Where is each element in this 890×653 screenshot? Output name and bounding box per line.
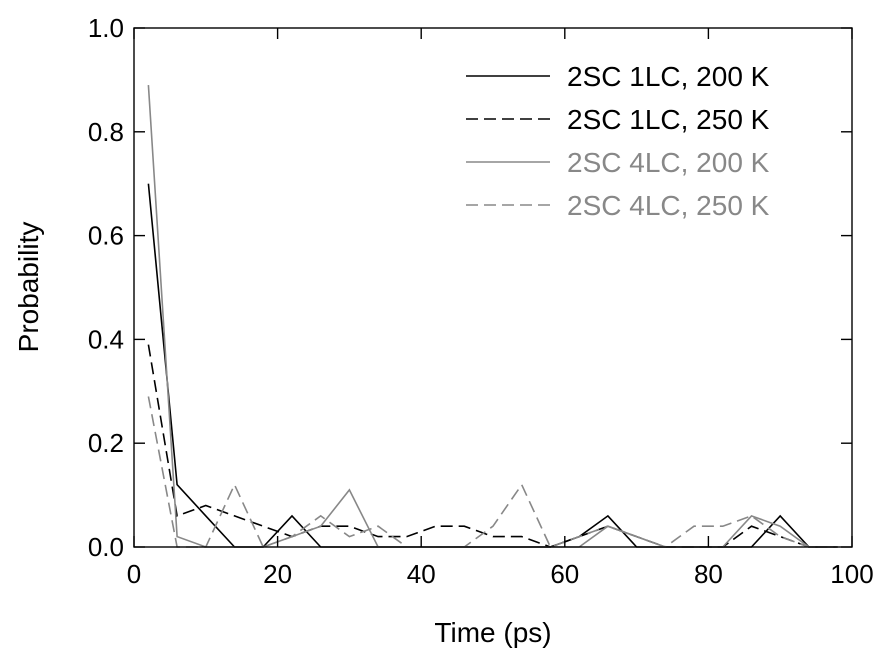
legend: 2SC 1LC, 200 K 2SC 1LC, 250 K 2SC 4LC, 200…: [466, 61, 770, 221]
x-tick-label: 100: [830, 559, 873, 589]
x-tick-label: 80: [694, 559, 723, 589]
x-axis-label: Time (ps): [434, 617, 551, 648]
series-line-1: [147, 183, 838, 548]
y-tick-label: 0.0: [88, 532, 124, 562]
y-tick-label: 0.2: [88, 428, 124, 458]
x-tick-label: 40: [407, 559, 436, 589]
x-tick-label: 60: [550, 559, 579, 589]
series-line-2: [147, 344, 838, 548]
y-tick-label: 0.4: [88, 324, 124, 354]
axis-tick-labels: 0 20 40 60 80 100 0.0 0.2 0.4 0.6 0.8 1.0: [88, 13, 874, 589]
series-line-4: [147, 396, 838, 549]
y-tick-label: 0.8: [88, 117, 124, 147]
x-tick-label: 0: [127, 559, 141, 589]
y-axis-label: Probability: [13, 222, 44, 353]
legend-label-4: 2SC 4LC, 250 K: [567, 190, 770, 221]
legend-label-1: 2SC 1LC, 200 K: [567, 61, 770, 92]
legend-label-3: 2SC 4LC, 200 K: [567, 147, 770, 178]
legend-label-2: 2SC 1LC, 250 K: [567, 104, 770, 135]
plot-frame: [133, 27, 853, 548]
x-tick-label: 20: [263, 559, 292, 589]
y-tick-label: 1.0: [88, 13, 124, 43]
y-tick-label: 0.6: [88, 221, 124, 251]
axis-ticks: [133, 27, 853, 548]
